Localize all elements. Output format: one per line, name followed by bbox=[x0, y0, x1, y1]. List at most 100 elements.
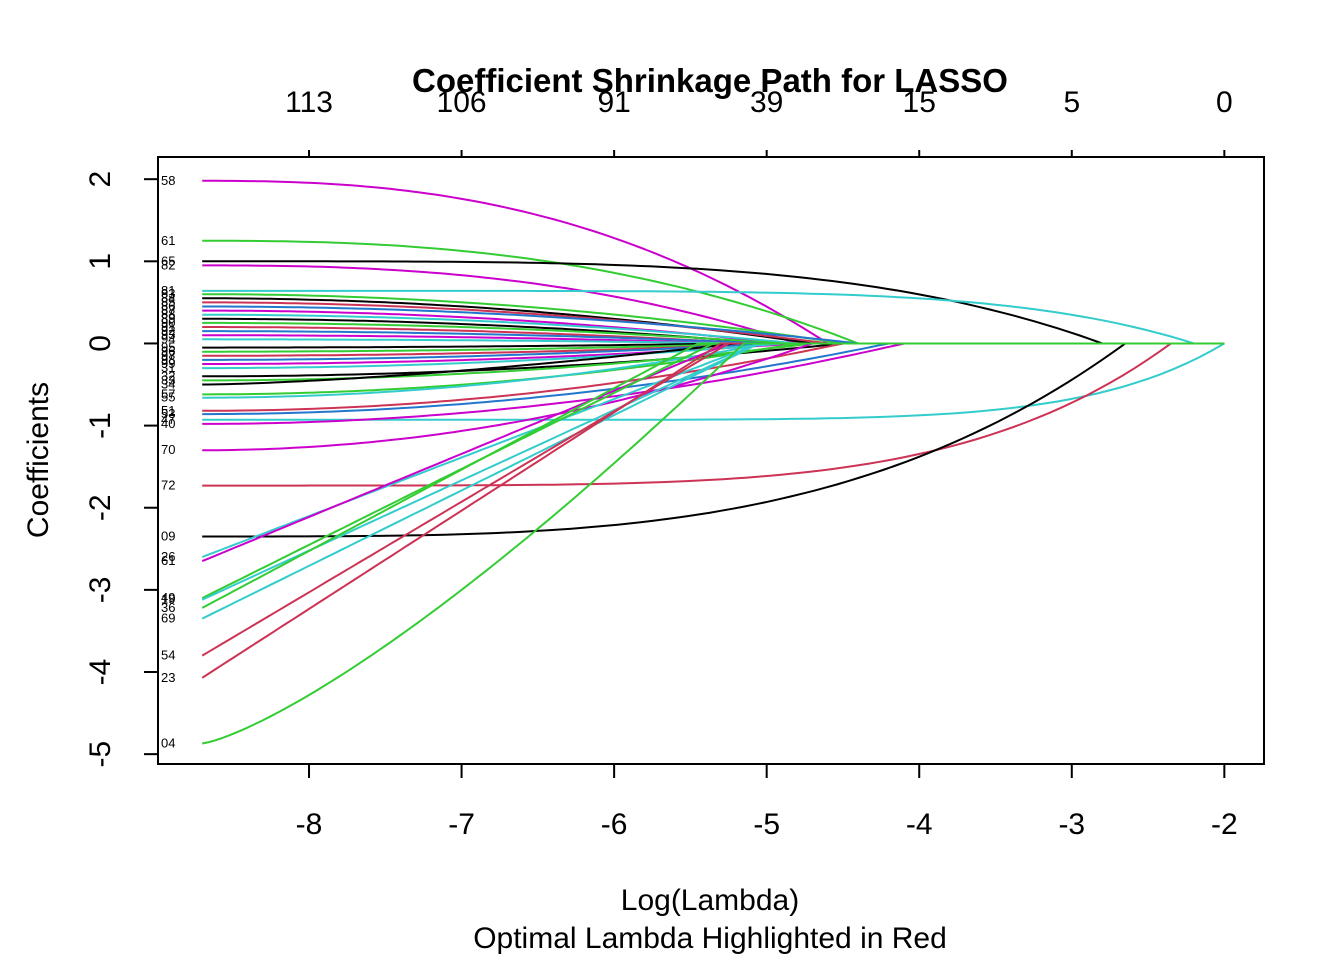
series-label: 87 bbox=[161, 303, 175, 318]
top-tick-label: 0 bbox=[1216, 86, 1233, 119]
y-axis-title: Coefficients bbox=[22, 382, 55, 538]
series-label: 92 bbox=[161, 323, 175, 338]
plot-frame bbox=[157, 156, 1265, 765]
series-label: 94 bbox=[161, 331, 175, 346]
series-line bbox=[202, 342, 1225, 386]
series-line bbox=[202, 342, 1225, 361]
series-line bbox=[201, 342, 1225, 609]
x-axis-title: Log(Lambda) bbox=[621, 884, 799, 917]
series-line bbox=[202, 334, 1225, 345]
series-label: 85 bbox=[161, 294, 175, 309]
series-line bbox=[202, 342, 1225, 370]
chart-subtitle: Optimal Lambda Highlighted in Red bbox=[473, 922, 947, 955]
series-line bbox=[202, 330, 1225, 345]
series-label: 36 bbox=[161, 600, 175, 615]
series-line bbox=[202, 342, 1225, 353]
series-label: 70 bbox=[161, 442, 175, 457]
series-label: 93 bbox=[161, 327, 175, 342]
x-tick-label: -2 bbox=[1211, 808, 1238, 841]
series-label: 89 bbox=[161, 311, 175, 326]
series-line bbox=[202, 342, 1225, 349]
series-line bbox=[201, 342, 1225, 601]
series-line bbox=[202, 342, 1225, 487]
series-label: 99 bbox=[161, 356, 175, 371]
y-tick-label: 2 bbox=[84, 171, 117, 188]
top-tick-label: 113 bbox=[285, 86, 333, 119]
series-label: 86 bbox=[161, 298, 175, 313]
x-tick-label: -4 bbox=[906, 808, 933, 841]
series-line bbox=[202, 301, 1225, 345]
y-tick-label: -5 bbox=[84, 741, 117, 768]
y-tick-label: 0 bbox=[84, 335, 117, 352]
bottom-axis: -8 -7 -6 -5 -4 -3 -2 bbox=[296, 764, 1238, 841]
series-label: 61 bbox=[161, 553, 175, 568]
top-tick-label: 106 bbox=[437, 86, 487, 119]
series-line bbox=[201, 342, 1225, 620]
series-line bbox=[202, 293, 1225, 345]
series-line bbox=[202, 239, 1225, 345]
top-tick-label: 39 bbox=[750, 86, 783, 119]
series-label: 54 bbox=[161, 648, 175, 663]
chart-title: Coefficient Shrinkage Path for LASSO bbox=[412, 62, 1008, 99]
series-label: 57 bbox=[161, 386, 175, 401]
series-line bbox=[202, 264, 1225, 345]
series-label: 19 bbox=[161, 592, 175, 607]
x-tick-label: -7 bbox=[448, 808, 475, 841]
series-line bbox=[202, 321, 1225, 345]
series-line bbox=[202, 342, 1225, 399]
series-line bbox=[202, 305, 1225, 345]
top-tick-label: 15 bbox=[903, 86, 936, 119]
series-line bbox=[202, 338, 1225, 345]
series-line bbox=[202, 342, 1225, 382]
series-line bbox=[201, 342, 1225, 745]
series-label: 61 bbox=[161, 233, 175, 248]
series-label: 34 bbox=[161, 377, 175, 392]
top-tick-label: 91 bbox=[597, 86, 630, 119]
series-line bbox=[202, 313, 1225, 345]
series-label: 53 bbox=[161, 406, 175, 421]
series-line bbox=[202, 179, 1225, 345]
series-label: 83 bbox=[161, 286, 175, 301]
series-label: 95 bbox=[161, 340, 175, 355]
x-tick-label: -5 bbox=[753, 808, 780, 841]
series-label: 31 bbox=[161, 360, 175, 375]
y-tick-label: -2 bbox=[84, 494, 117, 521]
series-label: 58 bbox=[161, 173, 175, 188]
series-line bbox=[202, 260, 1225, 345]
series-line bbox=[202, 342, 1225, 452]
series-label: 04 bbox=[161, 735, 175, 750]
series-label: 40 bbox=[161, 416, 175, 431]
series-label: 88 bbox=[161, 307, 175, 322]
series-label: 82 bbox=[161, 257, 175, 272]
series-label: 49 bbox=[161, 590, 175, 605]
series-label: 47 bbox=[161, 412, 175, 427]
series-lines bbox=[201, 179, 1225, 745]
series-label: 96 bbox=[161, 344, 175, 359]
x-tick-label: -6 bbox=[601, 808, 628, 841]
series-label: 69 bbox=[161, 611, 175, 626]
left-axis: 2 1 0 -1 -2 -3 -4 -5 bbox=[84, 171, 158, 768]
series-label: 72 bbox=[161, 478, 175, 493]
series-label: 91 bbox=[161, 319, 175, 334]
series-line bbox=[202, 342, 1225, 425]
y-tick-label: 1 bbox=[84, 253, 117, 270]
series-label: 97 bbox=[161, 348, 175, 363]
series-label: 51 bbox=[161, 403, 175, 418]
series-line bbox=[202, 342, 1225, 416]
top-axis: 113 106 91 39 15 5 0 bbox=[285, 86, 1233, 157]
y-tick-label: -1 bbox=[84, 412, 117, 439]
series-line bbox=[202, 289, 1225, 345]
series-label: 90 bbox=[161, 315, 175, 330]
series-label: 98 bbox=[161, 352, 175, 367]
series-label: 65 bbox=[161, 253, 175, 268]
series-label: 55 bbox=[161, 390, 175, 405]
series-label: 09 bbox=[161, 528, 175, 543]
series-label: 33 bbox=[161, 372, 175, 387]
series-label: 26 bbox=[161, 549, 175, 564]
top-tick-label: 5 bbox=[1063, 86, 1080, 119]
series-label: 32 bbox=[161, 368, 175, 383]
x-tick-label: -8 bbox=[296, 808, 323, 841]
series-line bbox=[202, 342, 1225, 538]
